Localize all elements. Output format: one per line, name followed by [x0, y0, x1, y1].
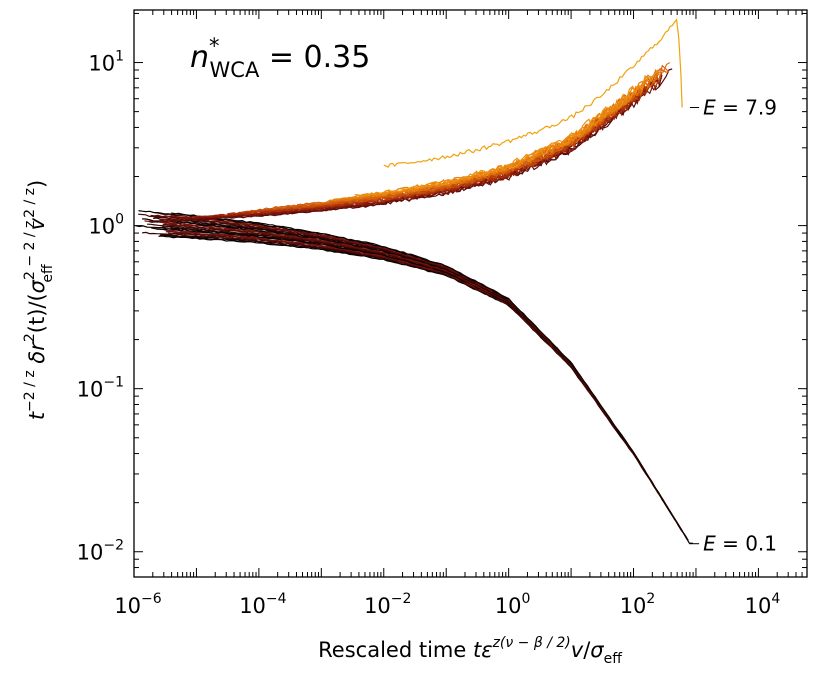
x-tick-label: 102: [620, 591, 656, 618]
lower-curve: [167, 230, 640, 463]
density-label: n* WCA = 0.35: [190, 34, 370, 82]
y-axis-label: t−2 / z δr2(t)/(σ2 − 2 / z effv2 / z): [22, 180, 56, 420]
x-tick-label: 10−4: [239, 591, 286, 618]
outlier-curve: [383, 18, 683, 168]
curve-group: [135, 18, 694, 544]
upper-curve: [354, 69, 662, 197]
upper-curve: [227, 82, 656, 215]
y-tick-label: 101: [88, 49, 124, 76]
x-tick-label: 10−2: [364, 591, 411, 618]
axis-ticks: [133, 10, 808, 578]
lower-curve: [158, 235, 624, 441]
lower-curve: [171, 212, 689, 541]
lower-curve: [135, 225, 650, 479]
x-tick-label: 104: [745, 591, 781, 618]
plot-frame: [133, 9, 808, 578]
energy-annotations: E = 7.9 E = 0.1: [689, 96, 777, 556]
lower-curve: [165, 230, 635, 456]
x-tick-label: 10−6: [114, 591, 161, 618]
x-tick-label: 100: [495, 591, 531, 618]
y-tick-label: 10−1: [77, 375, 124, 402]
upper-curve: [148, 79, 655, 223]
lower-curve: [156, 228, 648, 476]
annotation-label: E = 7.9: [703, 96, 777, 120]
x-axis-label: Rescaled time tεz(ν − β / 2)v/σeff: [318, 635, 622, 667]
y-tick-label: 10−2: [77, 538, 124, 565]
upper-curve: [365, 91, 635, 197]
annotation-label: E = 0.1: [703, 532, 777, 556]
y-tick-label: 100: [88, 212, 124, 239]
lower-curve: [160, 233, 633, 453]
upper-curve: [159, 79, 660, 222]
lower-curve: [159, 234, 629, 447]
tick-labels: 10−6 10−4 10−2 100 102 104 10−2 10−1 100 101: [77, 49, 781, 618]
lower-curve: [167, 232, 634, 454]
lower-curve: [142, 231, 634, 454]
lower-curve: [150, 227, 647, 474]
